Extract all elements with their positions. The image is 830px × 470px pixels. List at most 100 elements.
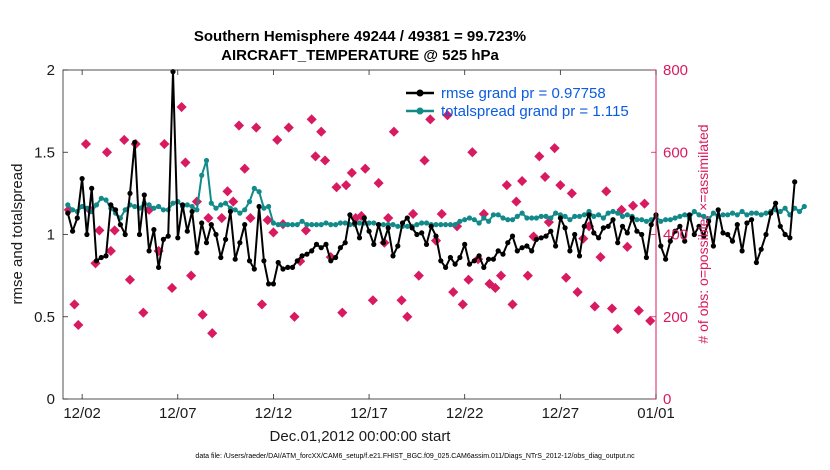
rmse-point xyxy=(366,228,372,234)
y-tick-label: 1 xyxy=(47,227,55,244)
totalspread-point xyxy=(414,222,420,228)
rmse-point xyxy=(576,253,583,259)
totalspread-point xyxy=(132,203,138,210)
obs-point xyxy=(622,241,633,252)
rmse-point xyxy=(586,212,592,218)
rmse-point xyxy=(65,210,71,216)
rmse-point xyxy=(251,266,257,272)
rmse-point xyxy=(758,246,764,252)
rmse-point xyxy=(663,256,669,262)
rmse-point xyxy=(371,241,377,247)
rmse-point xyxy=(285,264,291,270)
totalspread-point xyxy=(486,218,492,224)
obs-point xyxy=(457,299,468,310)
totalspread-point xyxy=(753,210,760,216)
rmse-point xyxy=(462,241,468,247)
x-tick-label: 12/07 xyxy=(159,405,197,422)
obs-point xyxy=(467,147,478,158)
totalspread-point xyxy=(452,222,458,228)
obs-point xyxy=(272,134,283,145)
rmse-point xyxy=(404,215,410,221)
obs-point xyxy=(337,307,348,318)
rmse-point xyxy=(352,220,358,226)
rmse-point xyxy=(246,258,253,264)
rmse-point xyxy=(744,220,750,226)
y2-tick-label: 0 xyxy=(663,391,671,408)
obs-point xyxy=(407,208,419,220)
obs-point xyxy=(283,122,294,133)
rmse-point xyxy=(318,245,324,251)
rmse-point xyxy=(729,238,736,244)
rmse-point xyxy=(696,223,702,229)
rmse-point xyxy=(93,258,100,264)
rmse-point xyxy=(122,231,128,238)
rmse-point xyxy=(385,225,391,231)
totalspread-point xyxy=(199,172,205,178)
y2-tick-label: 800 xyxy=(663,62,688,79)
rmse-point xyxy=(548,228,554,234)
rmse-point xyxy=(777,223,783,229)
obs-point xyxy=(228,196,239,207)
totalspread-point xyxy=(146,202,152,208)
rmse-point xyxy=(103,253,109,259)
rmse-point xyxy=(782,231,788,238)
totalspread-point xyxy=(729,210,736,216)
rmse-point xyxy=(223,236,229,242)
rmse-point xyxy=(184,228,190,234)
obs-point xyxy=(606,303,618,314)
obs-point xyxy=(207,328,218,339)
rmse-point xyxy=(619,223,626,229)
obs-point xyxy=(262,215,273,226)
obs-point xyxy=(501,180,512,191)
rmse-point xyxy=(117,222,123,228)
x-tick-label: 12/12 xyxy=(255,405,293,422)
rmse-point xyxy=(567,248,573,254)
rmse-point xyxy=(538,235,544,241)
totalspread-point xyxy=(553,210,559,216)
totalspread-point xyxy=(691,208,697,215)
rmse-point xyxy=(203,240,210,246)
rmse-point xyxy=(701,233,707,239)
rmse-point xyxy=(419,230,425,236)
totalspread-point xyxy=(438,222,444,228)
totalspread-point xyxy=(524,215,530,221)
rmse-point xyxy=(447,254,453,261)
rmse-point xyxy=(299,253,305,259)
totalspread-point xyxy=(710,210,717,216)
rmse-point xyxy=(667,238,673,244)
totalspread-point xyxy=(170,200,176,206)
obs-point xyxy=(101,147,113,158)
rmse-point xyxy=(89,185,95,191)
totalspread-point xyxy=(758,212,764,218)
totalspread-point xyxy=(720,212,726,218)
rmse-point xyxy=(553,243,559,249)
totalspread-point xyxy=(309,222,315,228)
totalspread-point xyxy=(294,222,300,228)
rmse-point xyxy=(519,245,525,251)
rmse-point xyxy=(342,240,348,246)
rmse-point xyxy=(438,258,444,264)
rmse-point xyxy=(490,256,496,262)
obs-point xyxy=(73,319,84,331)
totalspread-point xyxy=(605,210,611,216)
obs-point xyxy=(341,180,352,191)
totalspread-point xyxy=(639,217,645,223)
totalspread-point xyxy=(610,208,616,215)
rmse-point xyxy=(328,258,334,264)
rmse-point xyxy=(615,240,621,246)
totalspread-point xyxy=(223,200,229,206)
rmse-point xyxy=(313,241,320,247)
totalspread-point xyxy=(538,213,544,219)
legend-rmse-label: rmse grand pr = 0.97758 xyxy=(441,85,606,102)
totalspread-point xyxy=(251,185,257,191)
totalspread-point xyxy=(529,215,535,221)
totalspread-point xyxy=(299,218,305,224)
rmse-point xyxy=(395,243,401,249)
totalspread-point xyxy=(581,212,587,218)
obs-point xyxy=(539,171,551,182)
rmse-point xyxy=(409,225,415,231)
rmse-point xyxy=(749,217,755,223)
rmse-point xyxy=(629,215,635,221)
totalspread-point xyxy=(749,210,755,216)
obs-point xyxy=(251,122,262,133)
